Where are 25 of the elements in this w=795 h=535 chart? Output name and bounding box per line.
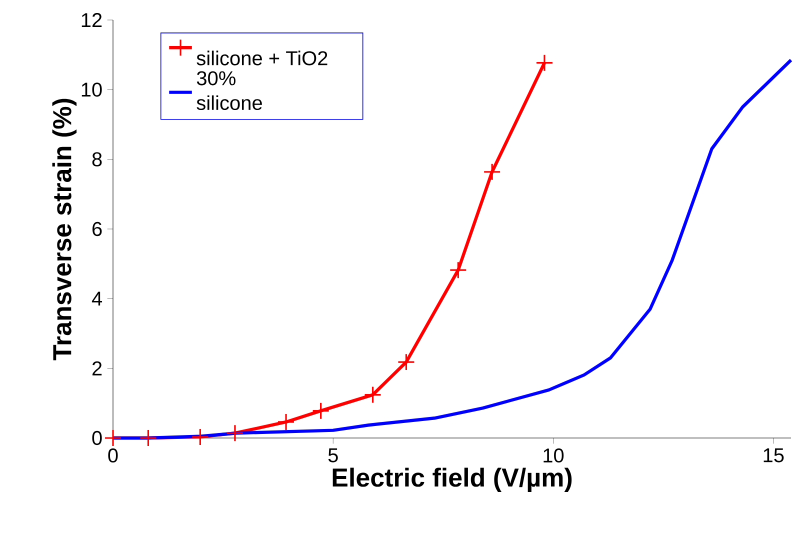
- x-tick-label: 10: [544, 448, 564, 463]
- y-tick-label: 4: [92, 292, 102, 306]
- point: [483, 163, 501, 181]
- point: [364, 386, 382, 404]
- legend-label: silicone: [196, 95, 262, 110]
- point: [226, 424, 244, 442]
- y-tick-label: 2: [92, 361, 102, 376]
- point: [277, 413, 295, 431]
- point: [104, 429, 122, 447]
- y-tick-label: 6: [92, 222, 102, 236]
- x-tick-label: 15: [764, 448, 784, 462]
- point: [139, 429, 158, 447]
- point: [191, 428, 209, 446]
- point: [536, 54, 554, 72]
- x-tick-label: 0: [108, 448, 118, 463]
- y-axis-title: Transverse strain (%): [52, 98, 77, 360]
- y-tick-label: 10: [82, 82, 102, 97]
- x-tick-label: 5: [328, 448, 338, 462]
- y-tick-label: 8: [92, 152, 102, 166]
- point: [449, 261, 467, 279]
- point: [312, 402, 330, 420]
- x-axis-title: Electric field (V/µm): [332, 468, 572, 492]
- y-tick-label: 0: [92, 430, 102, 446]
- y-tick-label: 12: [82, 13, 102, 27]
- point: [397, 353, 416, 371]
